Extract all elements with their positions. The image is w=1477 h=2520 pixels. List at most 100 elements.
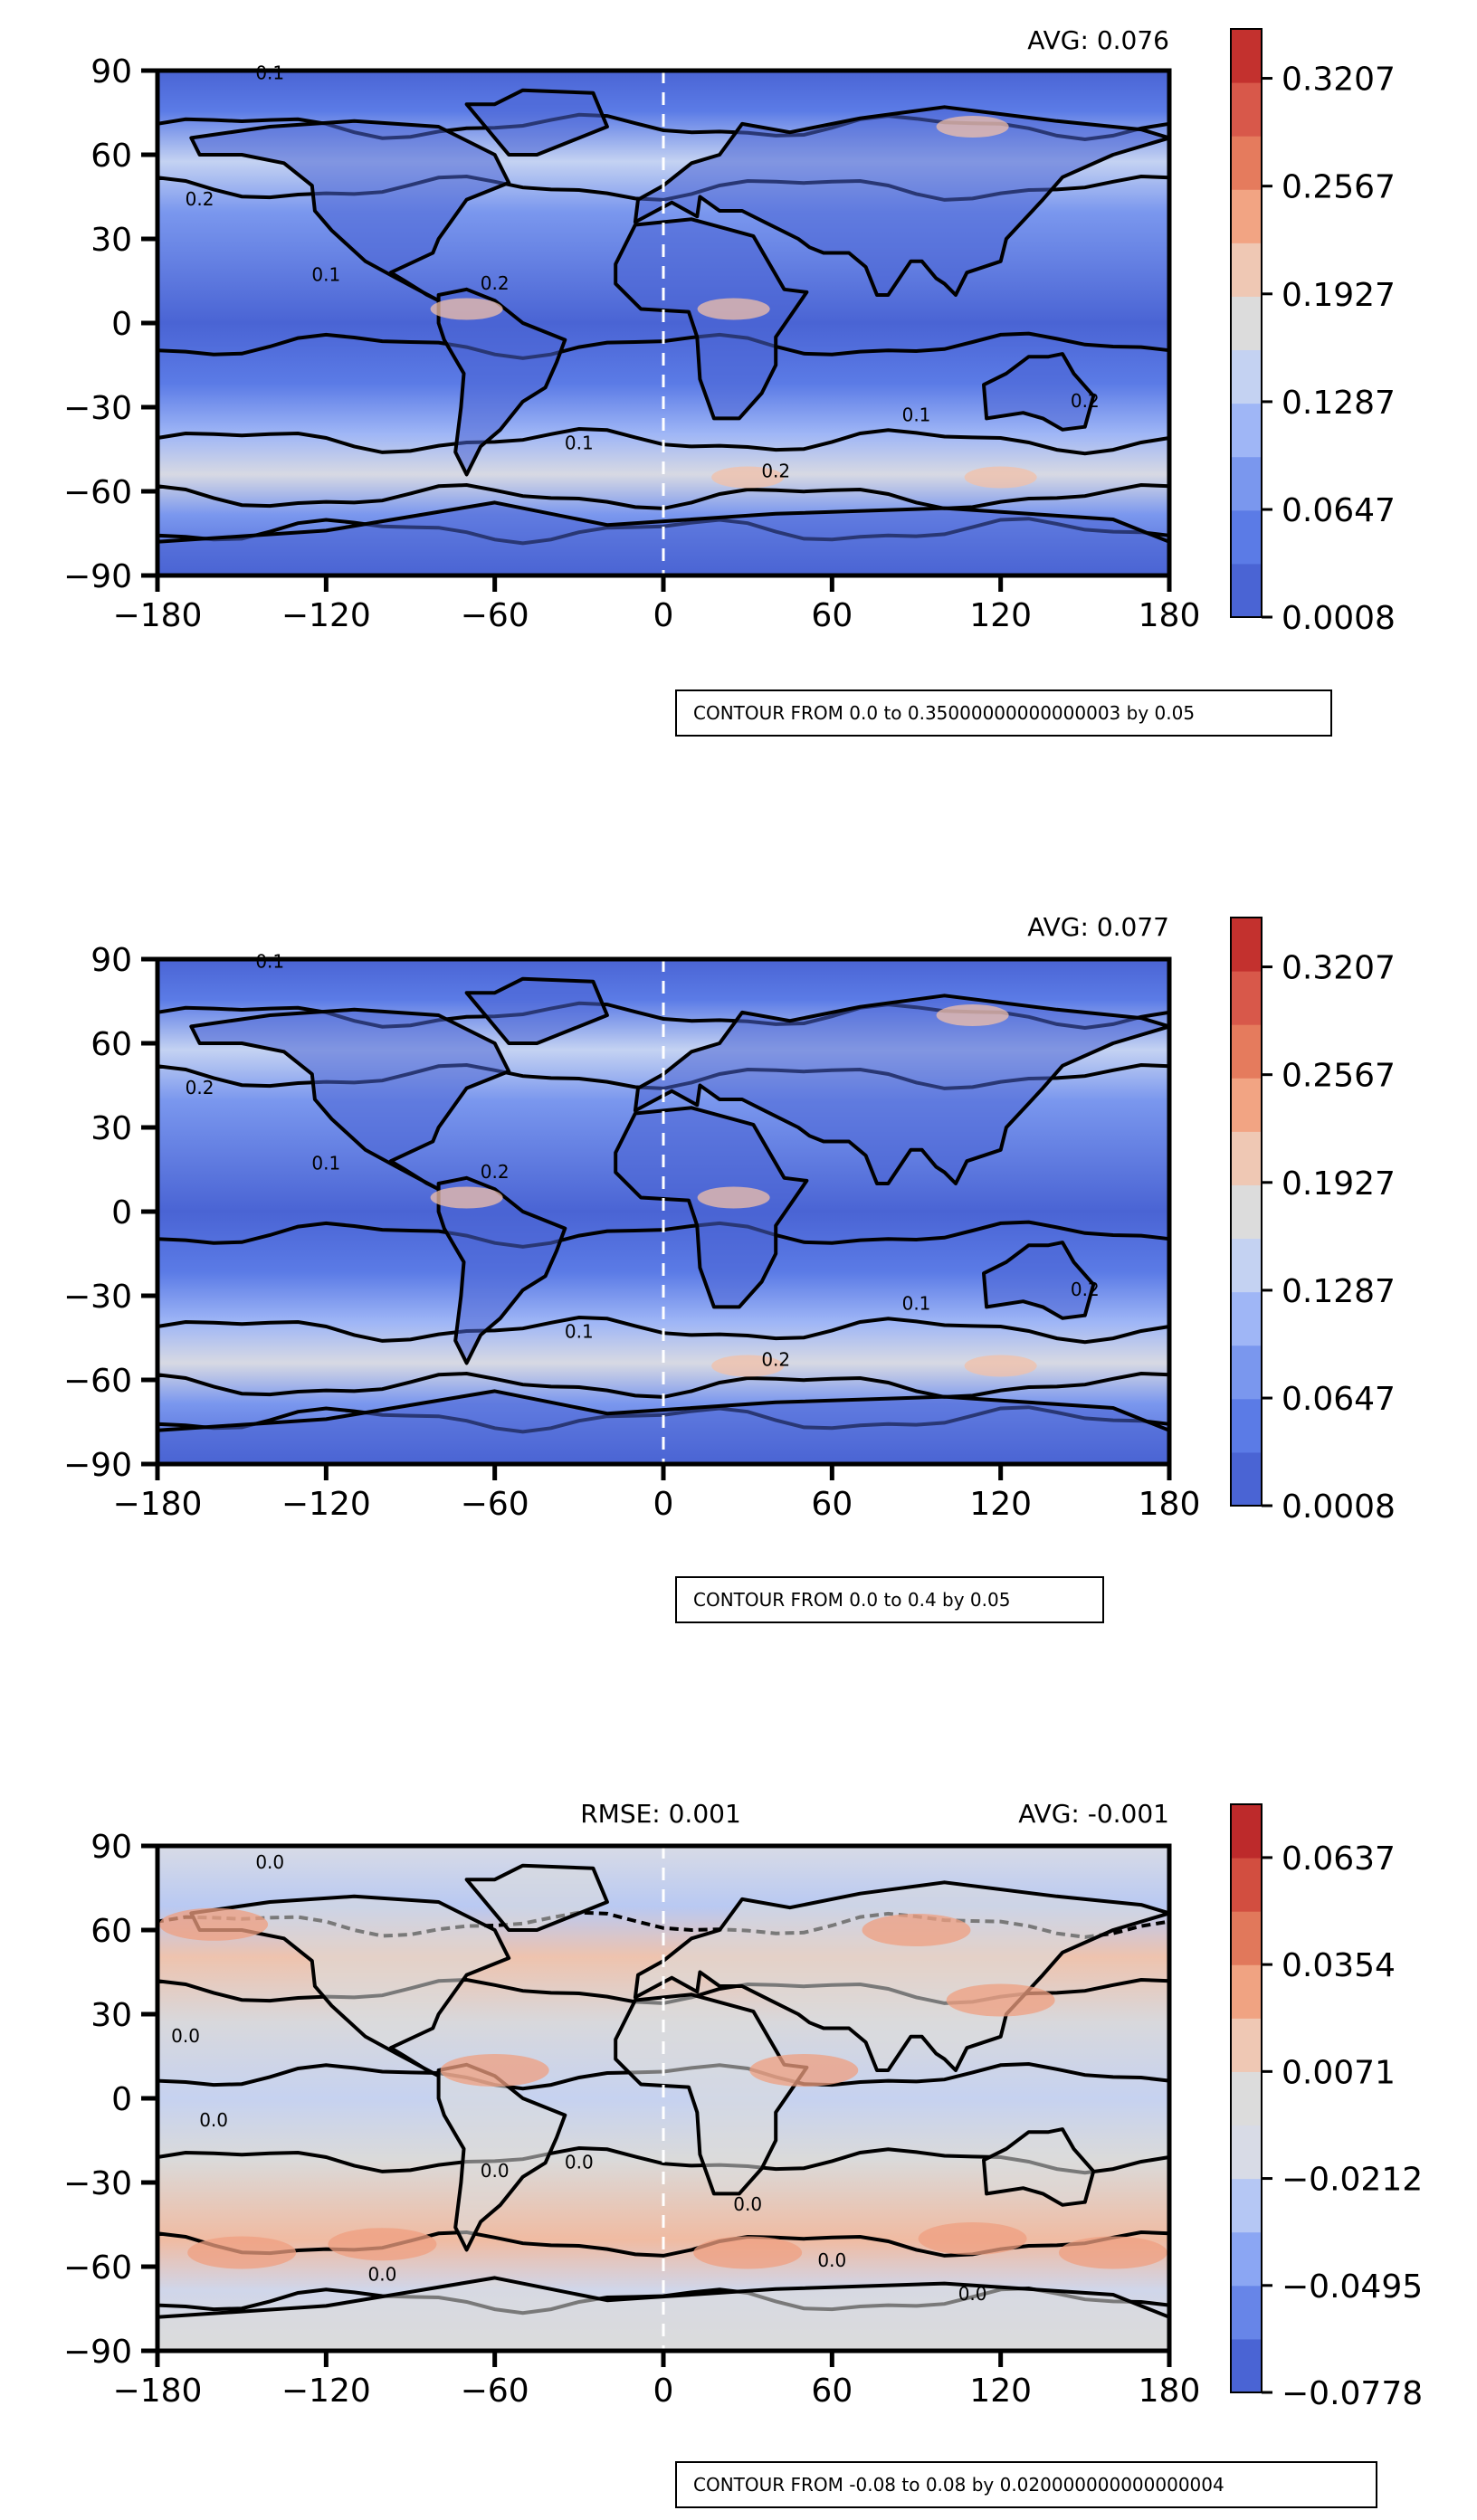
y-tick-label: 30 bbox=[91, 222, 132, 259]
colorbar-segment bbox=[1231, 1398, 1262, 1453]
colorbar-tick-label: 0.0647 bbox=[1282, 492, 1396, 529]
colorbar-segment bbox=[1231, 563, 1262, 618]
colorbar-tick-label: 0.0354 bbox=[1282, 1947, 1396, 1984]
colorbar-segment bbox=[1231, 136, 1262, 190]
contour-label: 0.0 bbox=[171, 2025, 200, 2047]
coastline bbox=[633, 1880, 1171, 2072]
contour-label: 0.0 bbox=[958, 2283, 987, 2305]
anomaly-blob bbox=[430, 298, 503, 320]
x-tick-label: −180 bbox=[113, 597, 203, 634]
y-tick-label: −30 bbox=[63, 2165, 132, 2202]
anomaly-blob bbox=[964, 1355, 1037, 1377]
colorbar-segment bbox=[1231, 1078, 1262, 1132]
contour-label: 0.1 bbox=[902, 1293, 931, 1315]
colorbar-segment bbox=[1231, 349, 1262, 404]
contour-label: 0.1 bbox=[311, 1153, 340, 1174]
anomaly-blob bbox=[964, 466, 1037, 489]
anomaly-blob bbox=[711, 466, 785, 489]
y-tick-label: −60 bbox=[63, 474, 132, 511]
colorbar-segment bbox=[1231, 189, 1262, 243]
contour-line bbox=[156, 482, 1170, 510]
colorbar-segment bbox=[1231, 82, 1262, 137]
coastline bbox=[436, 2062, 567, 2252]
contour-line bbox=[156, 331, 1170, 360]
contour-label: 0.0 bbox=[565, 2152, 594, 2173]
x-tick-label: 180 bbox=[1139, 1486, 1201, 1523]
colorbar-segment bbox=[1231, 296, 1262, 351]
x-tick-label: 60 bbox=[811, 597, 853, 634]
anomaly-blob bbox=[936, 1004, 1009, 1026]
y-tick-label: 30 bbox=[91, 1110, 132, 1147]
colorbar-segment bbox=[1231, 2285, 1262, 2340]
x-tick-label: −180 bbox=[113, 1486, 203, 1523]
colorbar-segment bbox=[1231, 2338, 1262, 2393]
anomaly-blob bbox=[697, 1186, 770, 1209]
coastline bbox=[464, 88, 609, 157]
colorbar-tick-label: 0.2567 bbox=[1282, 169, 1396, 206]
x-tick-label: −60 bbox=[461, 597, 529, 634]
panel-2-caption: CONTOUR FROM 0.0 to 0.4 by 0.05 bbox=[675, 1576, 1104, 1623]
panel-3-caption: CONTOUR FROM -0.08 to 0.08 by 0.02000000… bbox=[675, 2461, 1377, 2508]
anomaly-blob bbox=[328, 2228, 437, 2261]
y-tick-label: −30 bbox=[63, 1279, 132, 1316]
contour-label: 0.0 bbox=[255, 1851, 284, 1873]
colorbar-tick-label: 0.3207 bbox=[1282, 950, 1396, 987]
anomaly-blob bbox=[693, 2236, 803, 2269]
x-tick-label: 180 bbox=[1139, 597, 1201, 634]
colorbar-tick-label: 0.0008 bbox=[1282, 1488, 1396, 1526]
anomaly-blob bbox=[749, 2054, 859, 2087]
coastline bbox=[189, 119, 511, 303]
colorbar-segment bbox=[1231, 2231, 1262, 2287]
panel-3-rmse: RMSE: 0.001 bbox=[580, 1799, 741, 1829]
contour-line bbox=[156, 1220, 1170, 1249]
x-tick-label: 60 bbox=[811, 2373, 853, 2410]
colorbar-tick-label: 0.1927 bbox=[1282, 1165, 1396, 1203]
contour-label: 0.2 bbox=[1071, 1279, 1100, 1300]
colorbar-segment bbox=[1231, 403, 1262, 458]
anomaly-blob bbox=[1058, 2236, 1167, 2269]
coastline bbox=[436, 287, 567, 477]
y-tick-label: 0 bbox=[111, 306, 132, 343]
contour-label: 0.0 bbox=[817, 2249, 846, 2271]
colorbar-segment bbox=[1231, 1911, 1262, 1965]
y-tick-label: −90 bbox=[63, 1447, 132, 1484]
contour-label: 0.2 bbox=[761, 1349, 790, 1371]
colorbar-segment bbox=[1231, 971, 1262, 1025]
contour-label: 0.2 bbox=[761, 461, 790, 482]
colorbar-segment bbox=[1231, 1451, 1262, 1507]
y-tick-label: 60 bbox=[91, 1026, 132, 1063]
coastline bbox=[633, 994, 1171, 1185]
contour-line bbox=[156, 1371, 1170, 1399]
colorbar-tick-label: 0.3207 bbox=[1282, 62, 1396, 99]
coastline bbox=[436, 1175, 567, 1365]
y-tick-label: 0 bbox=[111, 1194, 132, 1231]
colorbar-tick-label: 0.0008 bbox=[1282, 600, 1396, 637]
colorbar-frame-1 bbox=[1230, 28, 1263, 618]
x-tick-label: −180 bbox=[113, 2373, 203, 2410]
colorbar-tick-label: 0.0071 bbox=[1282, 2054, 1396, 2091]
y-tick-label: 90 bbox=[91, 942, 132, 979]
y-tick-label: 60 bbox=[91, 138, 132, 175]
coastline bbox=[189, 1007, 511, 1192]
colorbar-segment bbox=[1231, 2018, 1262, 2072]
x-tick-label: −120 bbox=[281, 1486, 371, 1523]
colorbar-segment bbox=[1231, 1238, 1262, 1293]
colorbar-tick-label: −0.0778 bbox=[1282, 2375, 1423, 2412]
contour-label: 0.2 bbox=[186, 1077, 214, 1098]
y-tick-label: 90 bbox=[91, 53, 132, 90]
x-tick-label: 120 bbox=[969, 597, 1032, 634]
y-tick-label: −60 bbox=[63, 1363, 132, 1400]
contour-label: 0.2 bbox=[186, 188, 214, 210]
contour-label: 0.1 bbox=[902, 404, 931, 426]
anomaly-blob bbox=[711, 1355, 785, 1377]
contour-label: 0.2 bbox=[1071, 390, 1100, 412]
colorbar-segment bbox=[1231, 1345, 1262, 1400]
coastline bbox=[982, 2127, 1096, 2207]
colorbar-tick-label: 0.0647 bbox=[1282, 1381, 1396, 1418]
panel-1-caption: CONTOUR FROM 0.0 to 0.35000000000000003 … bbox=[675, 689, 1332, 737]
colorbar-segment bbox=[1231, 1804, 1262, 1859]
anomaly-blob bbox=[159, 1907, 269, 1941]
y-tick-label: 60 bbox=[91, 1913, 132, 1950]
y-tick-label: −60 bbox=[63, 2249, 132, 2287]
